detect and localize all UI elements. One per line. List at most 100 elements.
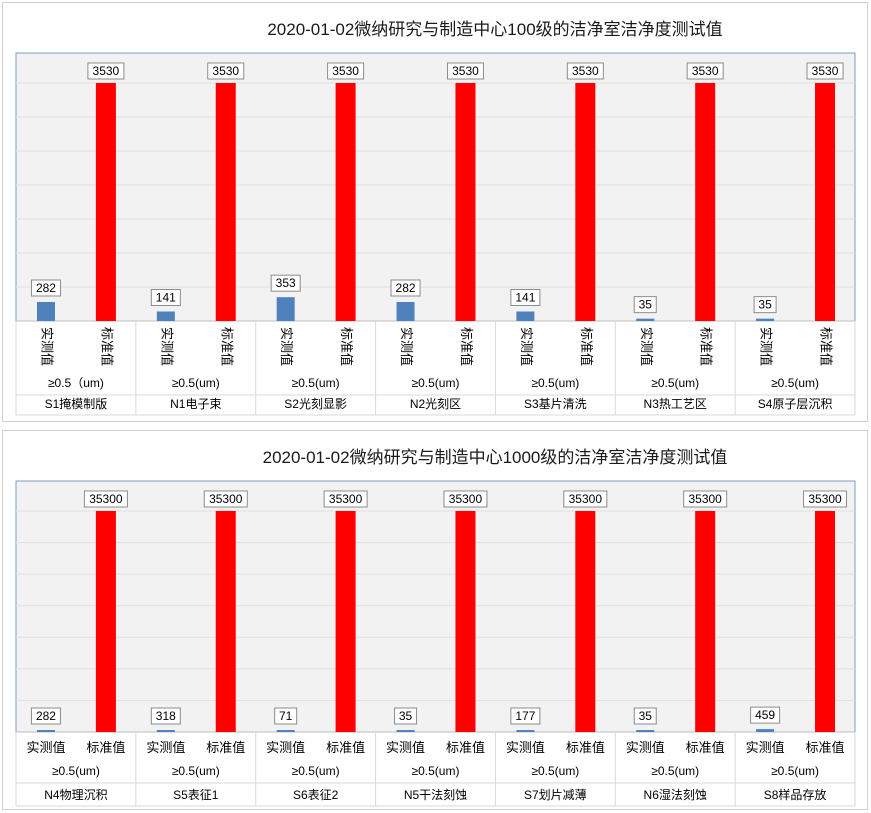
svg-text:3530: 3530: [212, 64, 239, 78]
svg-text:35300: 35300: [449, 492, 483, 506]
tick-label-particle-size: ≥0.5(um): [651, 376, 699, 390]
tick-label-particle-size: ≥0.5(um): [531, 764, 579, 778]
bar-chart: 282 3530 实测值 标准值 ≥0.5（um) S1掩模制版 141 3530 实测值 标准值…: [15, 52, 856, 416]
data-label-standard: 3530: [806, 62, 844, 80]
svg-text:282: 282: [36, 281, 56, 295]
svg-text:318: 318: [156, 709, 176, 723]
tick-label-series: 标准值: [326, 740, 365, 755]
data-label-standard: 35300: [323, 490, 368, 508]
tick-label-series: 实测值: [386, 740, 425, 755]
tick-label-series: 实测值: [759, 327, 774, 366]
tick-label-particle-size: ≥0.5(um): [172, 764, 220, 778]
tick-label-series: 标准值: [806, 740, 845, 755]
tick-label-series: 标准值: [86, 740, 125, 755]
bar-measured: [756, 318, 775, 321]
svg-text:282: 282: [396, 281, 416, 295]
svg-text:3530: 3530: [812, 64, 839, 78]
svg-text:3530: 3530: [452, 64, 479, 78]
bar-measured: [276, 730, 295, 732]
tick-label-room: S5表征1: [173, 788, 219, 802]
svg-text:35300: 35300: [329, 492, 363, 506]
tick-label-series: 标准值: [819, 327, 834, 366]
tick-label-series: 标准值: [579, 327, 594, 366]
svg-text:3530: 3530: [332, 64, 359, 78]
tick-label-particle-size: ≥0.5(um): [771, 376, 819, 390]
tick-label-particle-size: ≥0.5(um): [771, 764, 819, 778]
data-label-standard: 35300: [683, 490, 728, 508]
bar-standard: [455, 511, 476, 732]
bar-standard: [95, 511, 116, 732]
tick-label-particle-size: ≥0.5(um): [292, 376, 340, 390]
bar-standard: [695, 511, 716, 732]
tick-label-particle-size: ≥0.5(um): [531, 376, 579, 390]
tick-label-particle-size: ≥0.5(um): [651, 764, 699, 778]
tick-label-series: 标准值: [219, 327, 234, 366]
tick-label-room: S1掩模制版: [45, 397, 108, 411]
data-label-measured: 353: [270, 274, 301, 292]
data-label-standard: 35300: [563, 490, 608, 508]
svg-text:3530: 3530: [93, 64, 120, 78]
svg-text:35300: 35300: [688, 492, 722, 506]
data-label-measured: 35: [633, 707, 657, 725]
data-label-measured: 177: [510, 707, 541, 725]
svg-text:3530: 3530: [692, 64, 719, 78]
bar-standard: [815, 83, 836, 321]
bar-standard: [575, 511, 596, 732]
chart-title: 2020-01-02微纳研究与制造中心100级的洁净室洁净度测试值: [267, 20, 723, 39]
bar-measured: [756, 729, 775, 732]
bar-standard: [815, 511, 836, 732]
data-label-measured: 282: [30, 707, 61, 725]
bar-standard: [335, 83, 356, 321]
tick-label-series: 实测值: [26, 740, 65, 755]
tick-label-series: 标准值: [446, 740, 485, 755]
tick-label-particle-size: ≥0.5（um): [48, 376, 104, 390]
tick-label-series: 实测值: [399, 327, 414, 366]
data-label-measured: 282: [390, 279, 421, 297]
chart-title: 2020-01-02微纳研究与制造中心1000级的洁净室洁净度测试值: [262, 448, 728, 467]
data-label-measured: 141: [510, 288, 541, 306]
bar-standard: [215, 83, 236, 321]
svg-text:177: 177: [515, 709, 535, 723]
tick-label-particle-size: ≥0.5(um): [412, 764, 460, 778]
tick-label-room: S8样品存放: [764, 787, 827, 802]
tick-label-room: N6湿法刻蚀: [644, 787, 707, 802]
bar-chart: 282 35300 实测值 标准值 ≥0.5(um) N4物理沉积 318 35300 实测值 标…: [15, 480, 856, 807]
bar-standard: [95, 83, 116, 321]
tick-label-particle-size: ≥0.5(um): [52, 764, 100, 778]
tick-label-room: N4物理沉积: [44, 788, 107, 802]
data-label-measured: 71: [274, 707, 298, 725]
bar-measured: [276, 297, 295, 321]
plot-area: [15, 480, 856, 733]
svg-text:35: 35: [399, 709, 413, 723]
tick-label-series: 实测值: [266, 740, 305, 755]
data-label-standard: 3530: [87, 62, 125, 80]
tick-label-series: 实测值: [40, 327, 55, 366]
tick-label-series: 实测值: [506, 740, 545, 755]
bar-measured: [396, 730, 415, 732]
bar-measured: [36, 301, 55, 321]
tick-label-particle-size: ≥0.5(um): [292, 764, 340, 778]
bar-measured: [36, 730, 55, 732]
tick-label-room: N1电子束: [170, 397, 221, 411]
chart-panel-class-1000: 2020-01-02微纳研究与制造中心1000级的洁净室洁净度测试值 282 35…: [2, 430, 868, 810]
data-label-measured: 141: [150, 288, 181, 306]
svg-text:353: 353: [276, 276, 296, 290]
svg-text:35300: 35300: [569, 492, 603, 506]
data-label-standard: 3530: [446, 62, 484, 80]
svg-text:35300: 35300: [209, 492, 243, 506]
svg-text:141: 141: [156, 290, 176, 304]
data-label-measured: 35: [753, 296, 777, 314]
svg-text:282: 282: [36, 709, 56, 723]
data-label-measured: 35: [633, 296, 657, 314]
tick-label-room: S7划片减薄: [524, 787, 587, 802]
tick-label-room: S6表征2: [293, 788, 339, 802]
tick-label-series: 实测值: [746, 740, 785, 755]
svg-text:35: 35: [639, 298, 653, 312]
tick-label-room: N2光刻区: [410, 397, 461, 411]
data-label-standard: 35300: [203, 490, 248, 508]
chart-panel-class-100: 2020-01-02微纳研究与制造中心100级的洁净室洁净度测试值 282 353…: [2, 2, 868, 422]
svg-text:71: 71: [279, 709, 293, 723]
data-label-standard: 35300: [83, 490, 128, 508]
data-label-measured: 459: [750, 706, 781, 724]
tick-label-series: 标准值: [566, 740, 605, 755]
